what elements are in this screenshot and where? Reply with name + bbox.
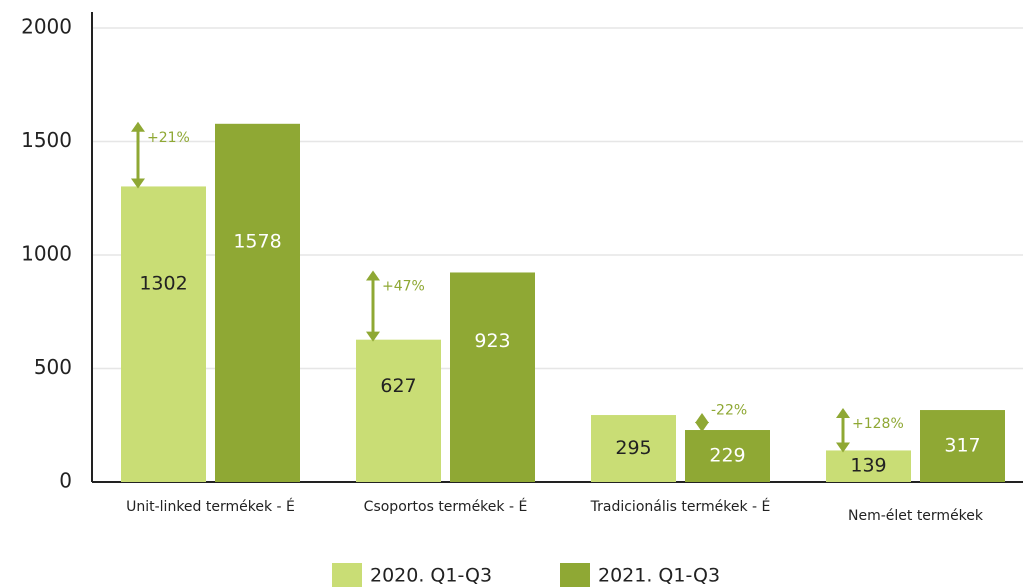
bar — [826, 450, 911, 482]
value-label: 295 — [615, 437, 651, 459]
legend-label: 2021. Q1-Q3 — [598, 565, 720, 587]
bar — [215, 123, 300, 482]
y-tick-label: 0 — [59, 469, 72, 493]
bar — [920, 410, 1005, 482]
arrow-head — [131, 178, 145, 189]
bar — [591, 415, 676, 482]
annotation: +21% — [147, 130, 190, 146]
annotation: +128% — [852, 416, 904, 432]
value-label: 139 — [850, 455, 886, 477]
arrow-head — [695, 422, 709, 433]
arrow-head — [836, 442, 850, 453]
value-label: 229 — [709, 445, 745, 467]
y-tick-label: 500 — [34, 355, 72, 379]
y-tick-label: 1500 — [21, 128, 72, 152]
bar — [450, 272, 535, 482]
value-label: 1302 — [139, 272, 187, 294]
x-tick-label: Tradicionális termékek - É — [590, 498, 771, 515]
value-label: 627 — [380, 375, 416, 397]
y-tick-label: 1000 — [21, 242, 72, 266]
arrow-head — [366, 331, 380, 342]
arrow-head — [836, 408, 850, 419]
arrow-head — [366, 270, 380, 281]
x-tick-label: Nem-élet termékek — [848, 508, 984, 524]
bar — [356, 339, 441, 482]
value-label: 923 — [474, 330, 510, 352]
bar — [685, 430, 770, 482]
value-label: 1578 — [233, 231, 281, 253]
legend-label: 2020. Q1-Q3 — [370, 565, 492, 587]
bar — [121, 186, 206, 483]
y-tick-label: 2000 — [21, 15, 72, 39]
legend-swatch — [332, 563, 362, 587]
value-label: 317 — [944, 435, 980, 457]
annotation: -22% — [711, 403, 747, 419]
x-tick-label: Csoportos termékek - É — [364, 498, 528, 515]
x-tick-label: Unit-linked termékek - É — [126, 498, 295, 515]
annotation: +47% — [382, 278, 425, 294]
arrow-head — [695, 413, 709, 424]
legend-swatch — [560, 563, 590, 587]
arrow-head — [131, 121, 145, 132]
